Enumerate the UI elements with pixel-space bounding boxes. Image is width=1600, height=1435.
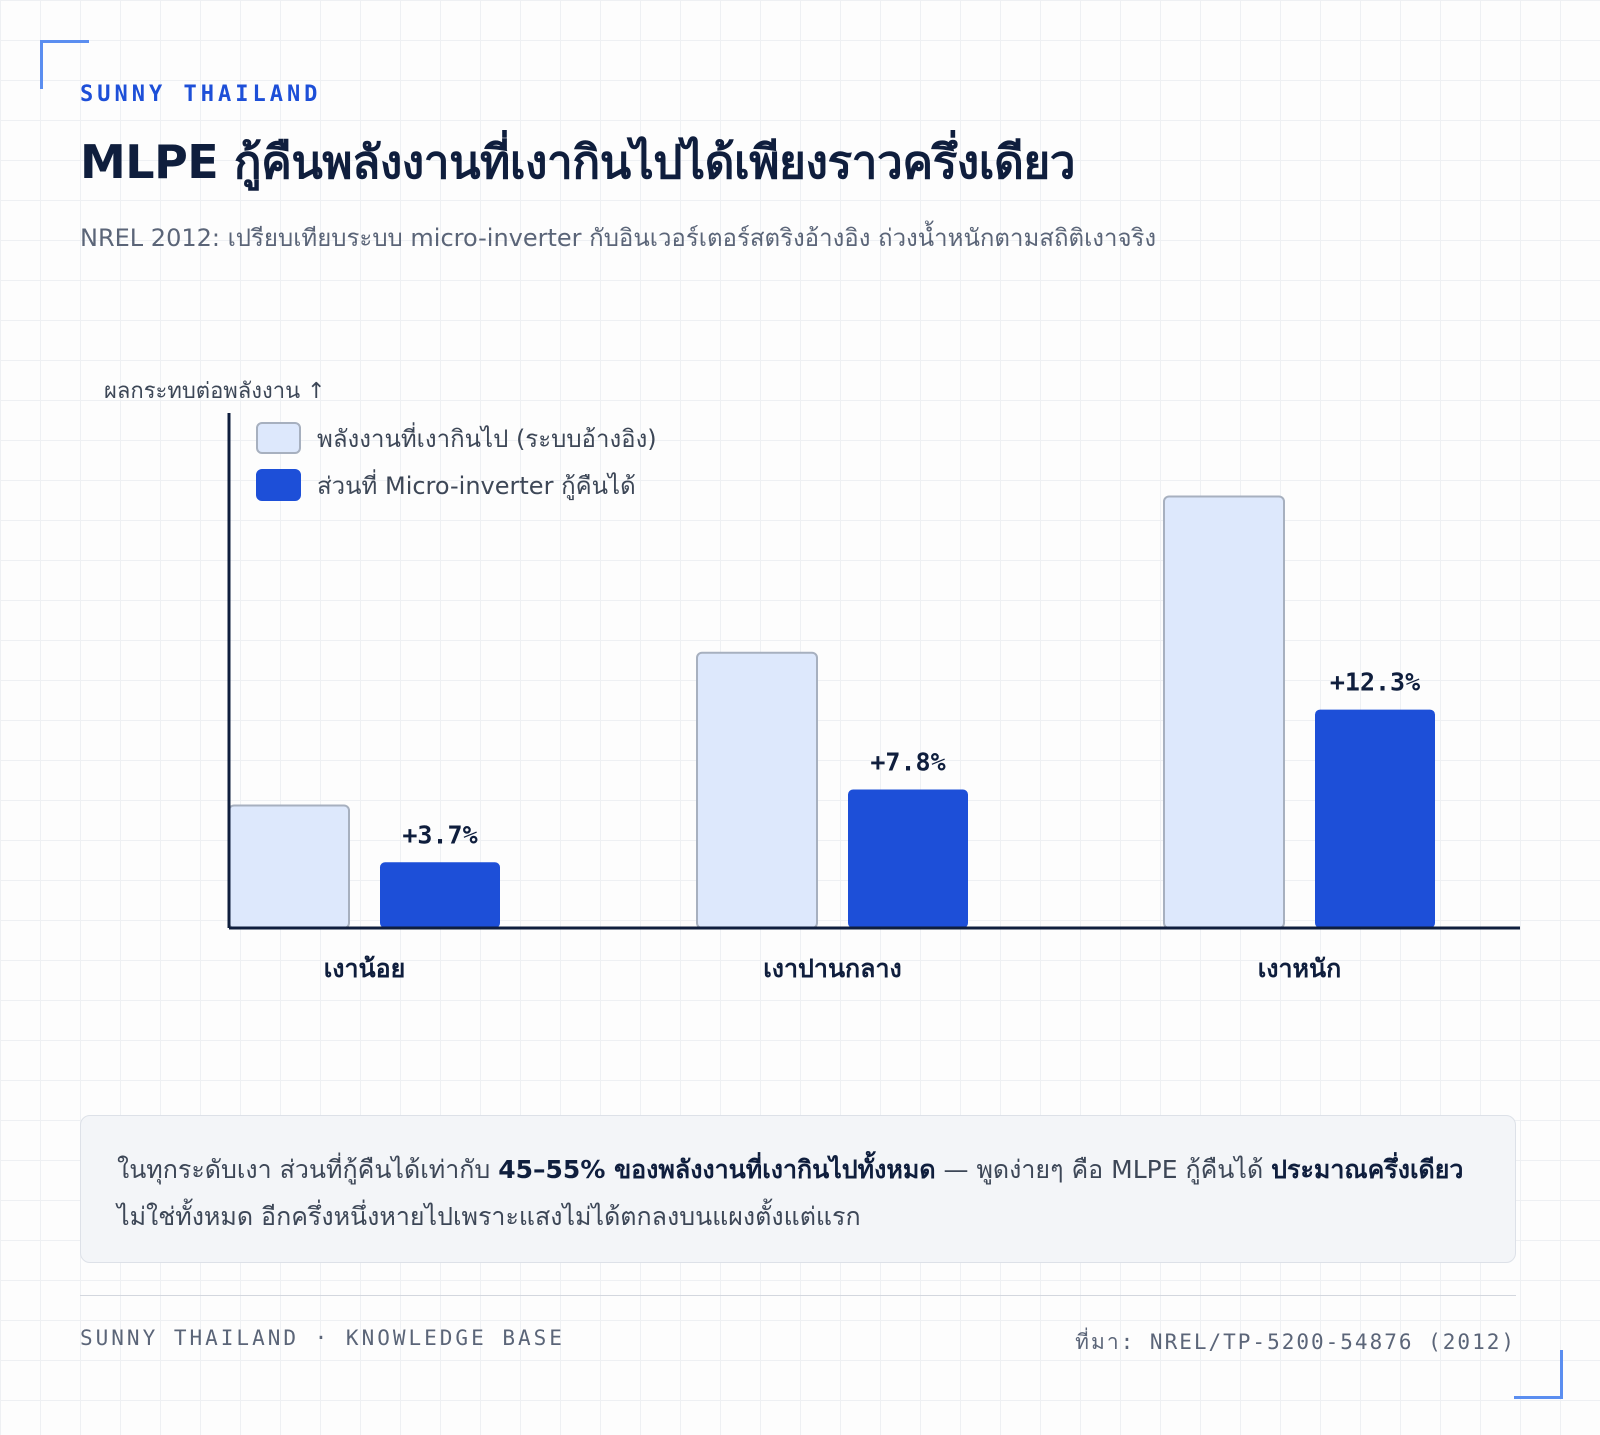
callout-text-2: — พูดง่ายๆ คือ MLPE กู้คืนได้ — [935, 1155, 1272, 1184]
data-label: +12.3% — [1330, 668, 1420, 697]
data-label: +3.7% — [402, 820, 477, 849]
bar-lost-energy — [1163, 495, 1285, 929]
callout-highlight-1: 45–55% ของพลังงานที่เงากินไปทั้งหมด — [498, 1155, 936, 1184]
bar-recovered-energy — [848, 789, 968, 928]
bar-lost-energy — [228, 804, 350, 929]
page-title: MLPE กู้คืนพลังงานที่เงากินไปได้เพียงราว… — [80, 135, 1076, 189]
corner-bracket-top-left — [40, 40, 89, 89]
insight-callout: ในทุกระดับเงา ส่วนที่กู้คืนได้เท่ากับ 45… — [80, 1115, 1516, 1263]
category-label: เงาหนัก — [1258, 954, 1342, 983]
bar-recovered-energy — [380, 862, 500, 928]
y-axis-label: ผลกระทบต่อพลังงาน ↑ — [104, 379, 326, 404]
callout-text-1: ในทุกระดับเงา ส่วนที่กู้คืนได้เท่ากับ — [117, 1155, 499, 1184]
bar-recovered-energy — [1315, 709, 1435, 928]
footer-source: ที่มา: NREL/TP-5200-54876 (2012) — [1075, 1330, 1516, 1354]
category-label: เงาปานกลาง — [763, 954, 902, 983]
chart-axes: เงาน้อย เงาปานกลาง เงาหนัก — [227, 413, 1520, 983]
callout-highlight-2: ประมาณครึ่งเดียว — [1271, 1155, 1464, 1184]
footer-divider — [80, 1295, 1516, 1296]
bar-lost-energy — [696, 651, 818, 929]
bar-chart: ผลกระทบต่อพลังงาน ↑ พลังงานที่เงากินไป (… — [104, 379, 1520, 983]
callout-text-3: ไม่ใช่ทั้งหมด อีกครึ่งหนึ่งหายไปเพราะแสง… — [117, 1202, 861, 1231]
legend-swatch — [256, 469, 301, 501]
legend-label: พลังงานที่เงากินไป (ระบบอ้างอิง) — [317, 422, 657, 453]
legend-swatch — [256, 422, 301, 454]
corner-bracket-bottom-right — [1514, 1350, 1563, 1399]
brand-label: SUNNY THAILAND — [80, 82, 322, 107]
footer-brand: SUNNY THAILAND · KNOWLEDGE BASE — [80, 1326, 565, 1350]
category-label: เงาน้อย — [324, 954, 406, 983]
chart-legend: พลังงานที่เงากินไป (ระบบอ้างอิง) ส่วนที่ … — [256, 422, 657, 501]
data-label: +7.8% — [870, 747, 945, 776]
page-subtitle: NREL 2012: เปรียบเทียบระบบ micro-inverte… — [80, 224, 1157, 252]
legend-label: ส่วนที่ Micro-inverter กู้คืนได้ — [317, 469, 636, 501]
bar-group: +3.7% +7.8% +12.3% — [228, 495, 1435, 929]
